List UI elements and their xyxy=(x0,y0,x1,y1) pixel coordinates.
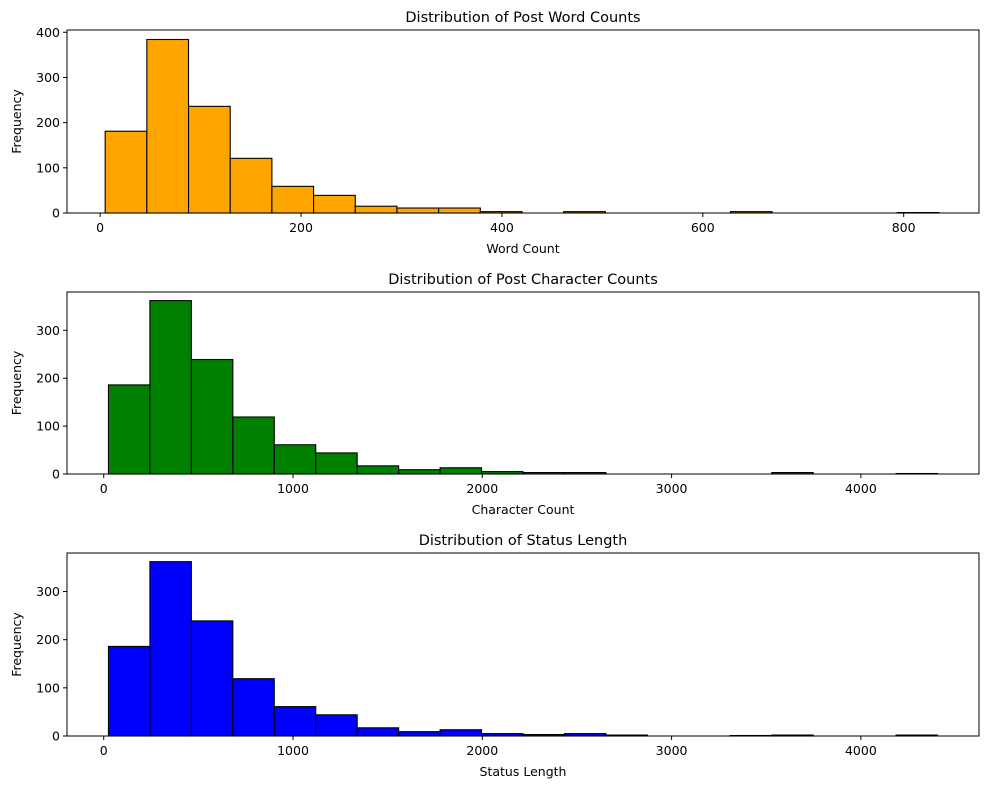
y-tick-label: 100 xyxy=(36,160,60,175)
histogram-bar xyxy=(439,467,483,475)
histogram-bar xyxy=(229,157,273,214)
y-tick-label: 200 xyxy=(36,371,60,386)
status-length-histogram: 0 1000 2000 3000 4000 0 100 200 300 Distribution … xyxy=(9,533,980,779)
histogram-bar xyxy=(438,207,481,214)
x-tick-label: 0 xyxy=(100,743,108,758)
x-axis-label: Character Count xyxy=(472,502,575,517)
character-count-histogram: 0 1000 2000 3000 4000 0 100 200 300 Distribution … xyxy=(9,272,980,517)
y-tick-label: 100 xyxy=(36,419,60,434)
x-tick-label: 2000 xyxy=(466,743,498,758)
x-tick-label: 3000 xyxy=(656,743,688,758)
y-tick-label: 100 xyxy=(36,680,60,695)
y-axis-label: Frequency xyxy=(9,89,24,154)
histogram-bar xyxy=(232,678,275,737)
x-tick-label: 800 xyxy=(892,220,916,235)
y-tick-label: 300 xyxy=(36,584,60,599)
y-tick-label: 300 xyxy=(36,323,60,338)
axes-frame xyxy=(66,552,980,737)
chart-title: Distribution of Status Length xyxy=(419,533,628,549)
x-axis-label: Status Length xyxy=(480,764,567,779)
histogram-bar xyxy=(187,105,231,214)
x-tick-label: 1000 xyxy=(277,743,309,758)
histogram-bar xyxy=(398,731,441,737)
axes-frame xyxy=(66,291,980,475)
histogram-bar xyxy=(439,729,483,737)
histogram-bar xyxy=(149,300,192,475)
x-tick-label: 2000 xyxy=(466,481,498,496)
histogram-bar xyxy=(107,645,151,737)
x-tick-label: 0 xyxy=(96,220,104,235)
y-axis-label: Frequency xyxy=(9,612,24,677)
y-tick-label: 200 xyxy=(36,115,60,130)
chart-title: Distribution of Post Word Counts xyxy=(405,10,640,26)
histogram-bar xyxy=(190,620,234,737)
histogram-bar xyxy=(107,384,151,475)
histogram-bar xyxy=(315,452,358,475)
histogram-bar xyxy=(315,714,358,737)
histogram-bar xyxy=(398,469,441,475)
histogram-bar xyxy=(104,130,148,214)
x-tick-label: 4000 xyxy=(845,481,877,496)
x-tick-label: 3000 xyxy=(656,481,688,496)
histogram-bar xyxy=(146,38,190,214)
y-tick-label: 300 xyxy=(36,70,60,85)
x-tick-label: 600 xyxy=(691,220,715,235)
histogram-bar xyxy=(354,205,398,214)
y-tick-label: 0 xyxy=(52,206,60,221)
histogram-bar xyxy=(149,561,192,737)
x-tick-label: 4000 xyxy=(845,743,877,758)
y-axis-label: Frequency xyxy=(9,350,24,415)
histogram-bar xyxy=(396,207,440,214)
x-tick-label: 400 xyxy=(490,220,514,235)
y-tick-label: 0 xyxy=(52,729,60,744)
y-tick-label: 0 xyxy=(52,467,60,482)
histogram-bar xyxy=(356,465,400,475)
y-tick-label: 200 xyxy=(36,632,60,647)
histogram-bar xyxy=(313,194,356,214)
histogram-bar xyxy=(271,185,315,214)
chart-title: Distribution of Post Character Counts xyxy=(388,272,658,288)
histogram-bar xyxy=(190,358,234,475)
x-axis-label: Word Count xyxy=(486,241,559,256)
y-tick-label: 400 xyxy=(36,25,60,40)
histogram-bar xyxy=(356,727,400,737)
histogram-bar xyxy=(232,416,275,475)
histogram-bar xyxy=(273,706,317,737)
x-tick-label: 200 xyxy=(289,220,313,235)
histogram-bar xyxy=(273,444,317,475)
word-count-histogram: 0 200 400 600 800 0 100 200 300 400 Distribution o… xyxy=(9,10,980,256)
x-tick-label: 0 xyxy=(100,481,108,496)
axes-frame xyxy=(66,29,980,214)
x-tick-label: 1000 xyxy=(277,481,309,496)
